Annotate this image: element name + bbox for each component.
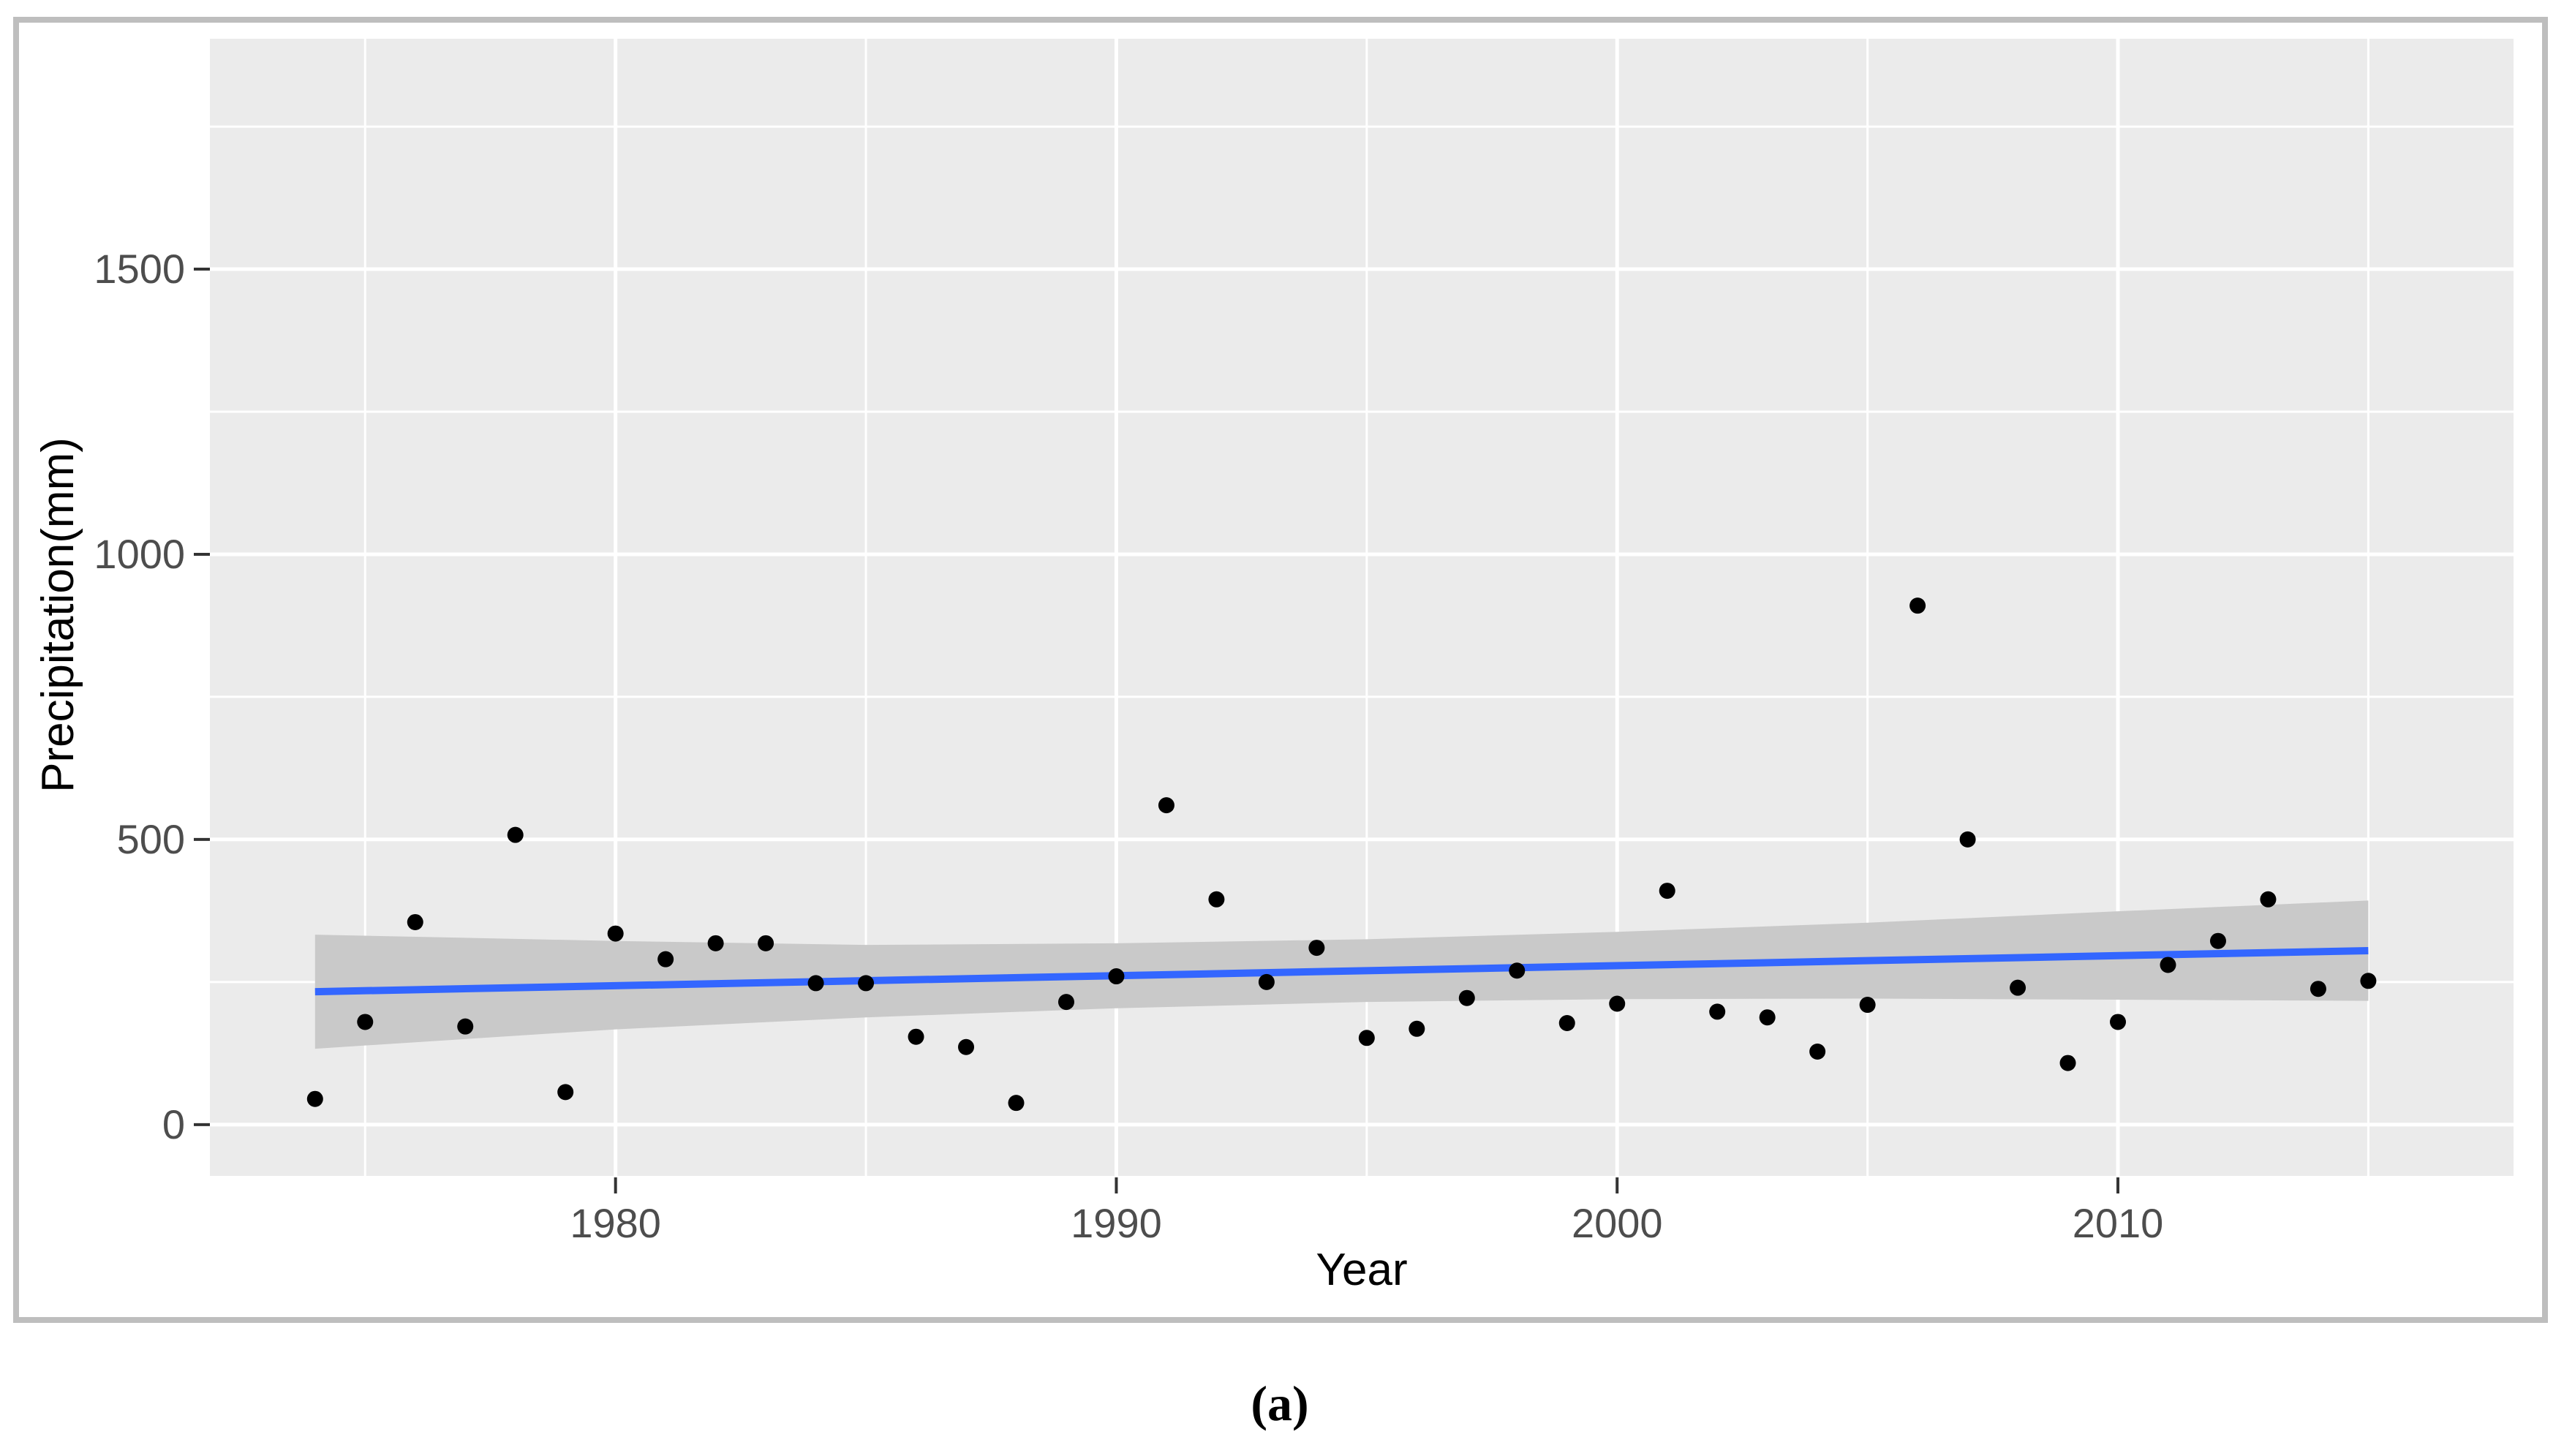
- data-point: [357, 1014, 374, 1030]
- data-point: [1208, 891, 1225, 908]
- data-point: [2310, 981, 2326, 997]
- data-point: [507, 826, 524, 843]
- data-point: [758, 935, 774, 951]
- data-point: [1158, 797, 1174, 814]
- data-point: [958, 1038, 975, 1055]
- data-point: [807, 975, 824, 992]
- data-point: [908, 1028, 924, 1045]
- axis-tick-labels-layer: 1980 1990 2000 2010 0 500 1000 1500: [94, 246, 2163, 1246]
- data-point: [1008, 1095, 1025, 1112]
- y-tick-label: 1500: [94, 246, 185, 292]
- data-point: [1909, 597, 1926, 614]
- data-point: [2110, 1014, 2127, 1030]
- data-point: [1258, 973, 1275, 990]
- data-point: [1609, 995, 1626, 1012]
- y-tick-label: 0: [162, 1101, 185, 1147]
- data-point: [1458, 989, 1475, 1006]
- data-point: [407, 913, 423, 930]
- data-point: [1709, 1003, 1726, 1020]
- x-tick-label: 1990: [1071, 1200, 1162, 1246]
- data-point: [457, 1018, 474, 1035]
- data-point: [1959, 831, 1976, 848]
- data-point: [2260, 891, 2277, 908]
- data-point: [1759, 1009, 1776, 1026]
- figure-border: [13, 17, 2548, 1323]
- x-tick-label: 1980: [570, 1200, 661, 1246]
- trend-line: [314, 946, 2369, 996]
- data-point: [1859, 997, 1876, 1014]
- data-point: [1057, 994, 1074, 1011]
- y-axis-title: Precipitation(mm): [33, 437, 83, 793]
- data-point: [1308, 940, 1325, 957]
- data-point: [2160, 957, 2176, 973]
- data-point: [1509, 962, 1526, 979]
- data-point: [1108, 968, 1125, 985]
- y-tick-label: 1000: [94, 531, 185, 577]
- data-point: [2010, 979, 2026, 996]
- axis-ticks-layer: [194, 268, 2120, 1193]
- data-point: [707, 935, 724, 951]
- data-point: [858, 975, 875, 992]
- trend-line-layer: [314, 946, 2369, 996]
- data-point: [1409, 1020, 1425, 1037]
- data-points-layer: [306, 597, 2377, 1112]
- data-point: [1809, 1043, 1826, 1060]
- data-point: [2360, 973, 2377, 989]
- data-point: [607, 925, 624, 942]
- data-point: [306, 1090, 323, 1107]
- data-point: [1558, 1015, 1575, 1032]
- data-point: [1358, 1030, 1375, 1046]
- y-tick-label: 500: [117, 816, 185, 862]
- x-tick-label: 2000: [1572, 1200, 1663, 1246]
- data-point: [2059, 1055, 2076, 1071]
- x-tick-label: 2010: [2073, 1200, 2164, 1246]
- data-point: [2209, 932, 2226, 949]
- x-axis-title: Year: [1316, 1245, 1407, 1295]
- data-point: [657, 951, 674, 967]
- figure-caption: (a): [1251, 1376, 1308, 1431]
- data-point: [1659, 883, 1675, 899]
- data-point: [557, 1084, 574, 1101]
